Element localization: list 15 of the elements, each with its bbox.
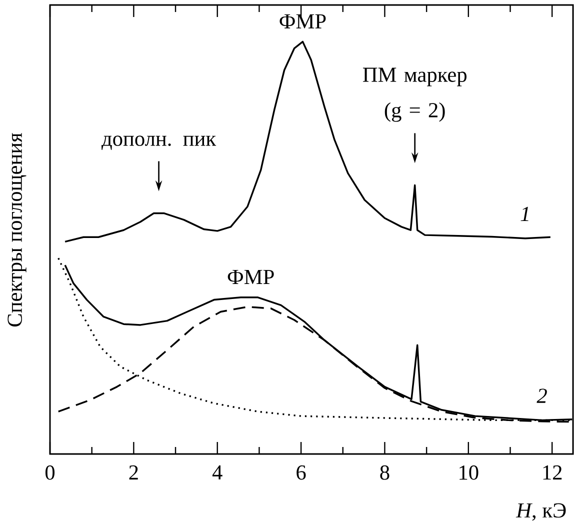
x-tick-label: 6 xyxy=(296,465,306,480)
x-tick-label: 10 xyxy=(460,465,478,480)
series-label: 2 xyxy=(536,388,547,403)
series-label: 1 xyxy=(520,206,528,221)
annotation: ФМР xyxy=(228,270,274,284)
x-axis-title: H, кЭ xyxy=(516,503,566,521)
y-axis-title: Спектры поглощения xyxy=(8,133,26,326)
x-tick-label: 2 xyxy=(129,465,138,480)
x-tick-label: 0 xyxy=(45,465,55,480)
annotation: ПМ маркер (g = 2) xyxy=(362,68,466,122)
x-tick-label: 12 xyxy=(543,465,562,480)
annotation: ФМР xyxy=(280,14,326,28)
x-tick-label: 8 xyxy=(380,465,390,480)
annotation: дополн. пик xyxy=(101,136,216,150)
x-tick-label: 4 xyxy=(212,465,222,480)
